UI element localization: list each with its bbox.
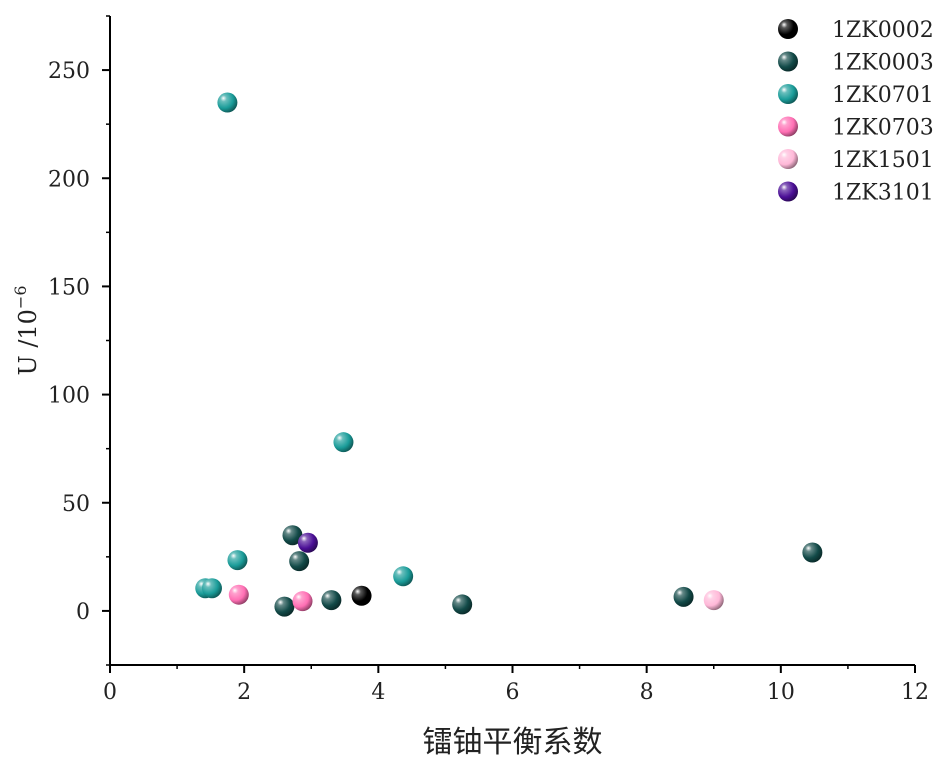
legend-marker [778, 149, 798, 169]
data-point-1zk0003 [289, 551, 310, 572]
x-axis-title: 镭铀平衡系数 [423, 725, 603, 760]
y-tick-label: 100 [48, 384, 90, 409]
data-point-1zk0002 [351, 585, 372, 606]
data-point-1zk0701 [217, 92, 238, 113]
data-points [195, 92, 823, 617]
legend-marker [778, 19, 798, 39]
x-tick-label: 10 [767, 680, 795, 705]
y-tick-label: 50 [62, 492, 90, 517]
legend-marker [778, 84, 798, 104]
x-tick-label: 8 [640, 680, 654, 705]
y-axis-title-exponent: −6 [11, 285, 30, 309]
y-axis-title: U /10−6 [11, 285, 42, 375]
x-tick-label: 4 [371, 680, 385, 705]
legend-label: 1ZK0002 [832, 18, 934, 43]
y-tick-label: 0 [76, 600, 90, 625]
legend-label: 1ZK0703 [832, 116, 934, 141]
legend-label: 1ZK0701 [832, 83, 934, 108]
data-point-1zk0701 [333, 432, 354, 453]
data-point-1zk0003 [452, 594, 473, 615]
data-point-1zk0003 [282, 525, 303, 546]
data-point-1zk0003 [673, 586, 694, 607]
data-point-1zk0701 [201, 578, 222, 599]
x-tick-label: 12 [901, 680, 929, 705]
data-point-1zk0003 [321, 590, 342, 611]
axes: 0 2 4 6 8 10 12 0 50 100 150 200 250 [48, 15, 929, 705]
y-tick-label: 150 [48, 275, 90, 300]
x-tick-label: 2 [237, 680, 251, 705]
y-axis-title-main: U /10 [14, 309, 42, 375]
data-point-1zk1501 [703, 590, 724, 611]
data-point-1zk0701 [393, 566, 414, 587]
data-point-1zk0703 [292, 591, 313, 612]
legend-label: 1ZK1501 [832, 148, 934, 173]
data-point-1zk0701 [227, 550, 248, 571]
legend-marker [778, 51, 798, 72]
legend-marker [778, 116, 798, 137]
data-point-1zk0703 [228, 584, 249, 605]
legend-marker [778, 181, 798, 202]
y-tick-label: 200 [48, 167, 90, 192]
data-point-1zk0003 [274, 596, 295, 617]
legend-label: 1ZK3101 [832, 181, 934, 206]
data-point-1zk0003 [802, 542, 823, 563]
data-point-1zk3101 [297, 532, 318, 553]
x-tick-label: 0 [103, 680, 117, 705]
legend-label: 1ZK0003 [832, 51, 934, 76]
x-tick-label: 6 [506, 680, 520, 705]
legend: 1ZK0002 1ZK0003 1ZK0701 1ZK0703 1ZK1501 1ZK31… [778, 18, 934, 206]
y-tick-label: 250 [48, 59, 90, 84]
